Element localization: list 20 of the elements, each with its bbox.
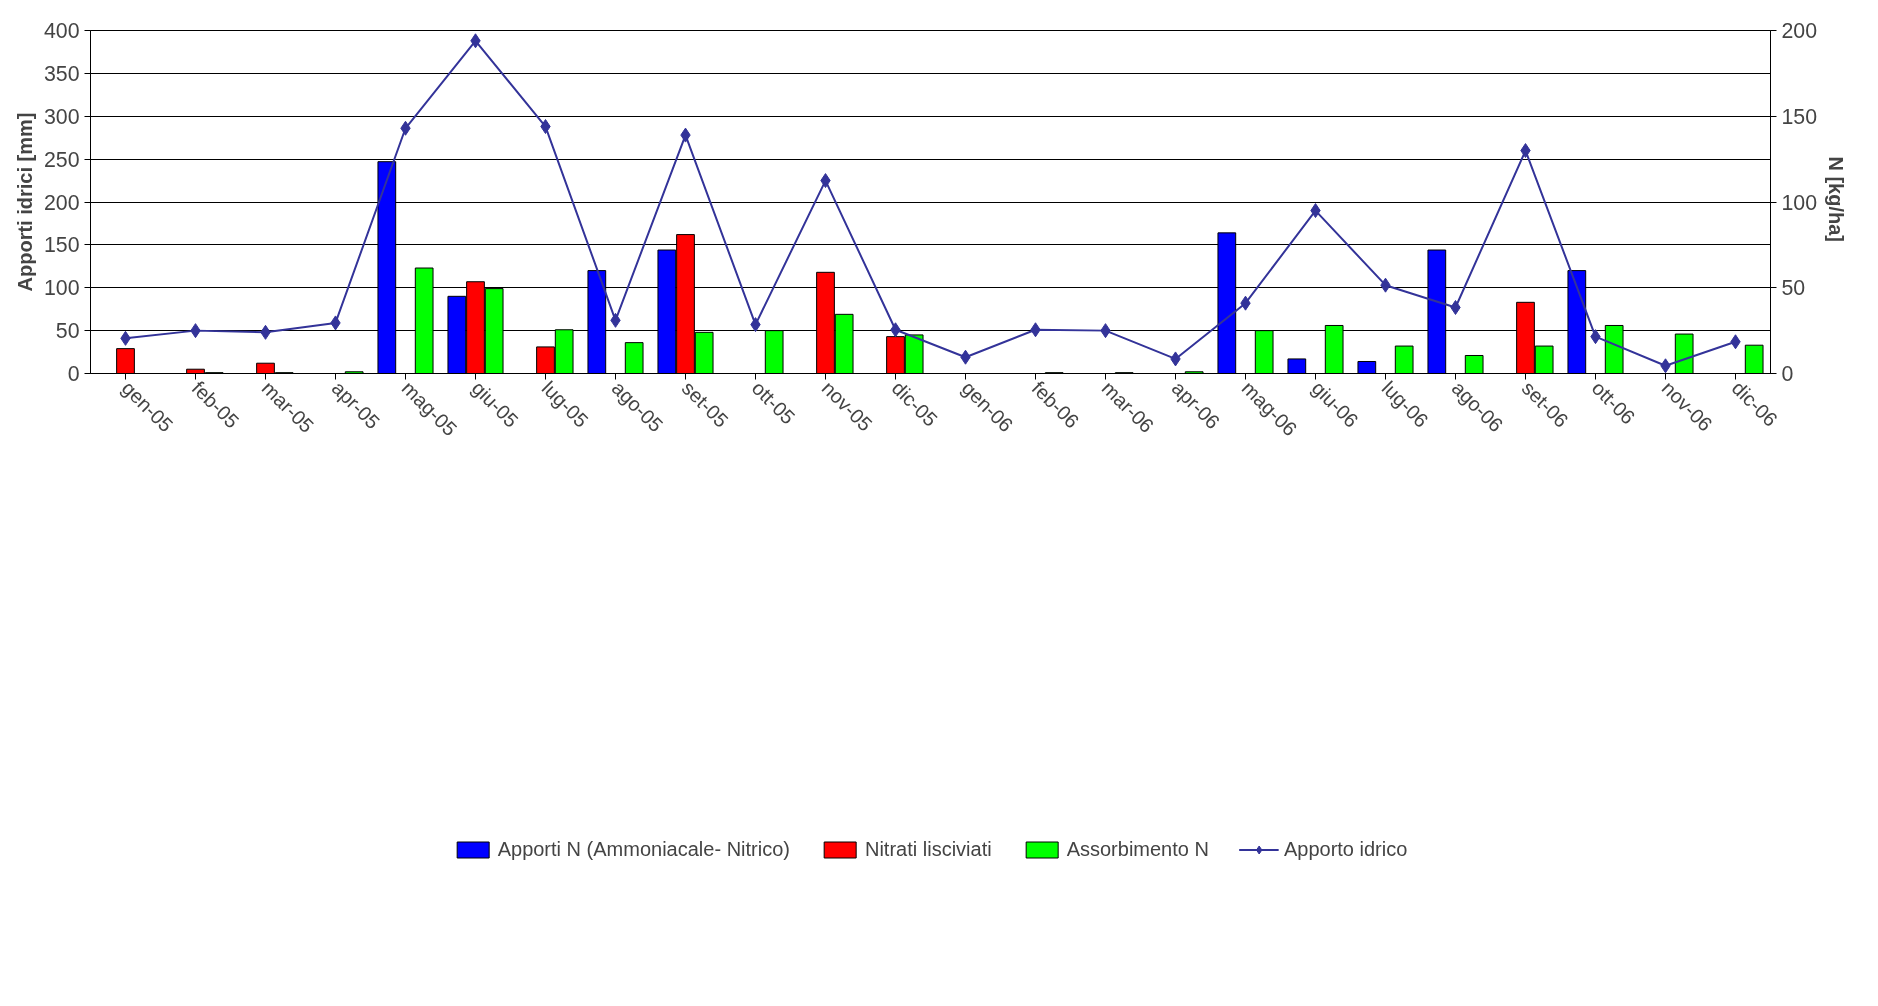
- y-tick-label: 250: [43, 147, 80, 172]
- y2-tick-label: 0: [1781, 362, 1794, 386]
- y-tick-label: 150: [43, 233, 80, 258]
- y-tick-label: 350: [43, 61, 80, 86]
- y-axis-title: Apporti idrici [mm]: [13, 112, 36, 292]
- legend-label: Nitrati lisciviati: [864, 837, 992, 861]
- y-tick-label: 100: [43, 276, 80, 301]
- legend-label: Assorbimento N: [1066, 837, 1209, 861]
- y2-tick-label: 100: [1781, 190, 1818, 215]
- y2-tick-label: 150: [1781, 104, 1818, 129]
- legend-label: Apporto idrico: [1283, 837, 1408, 861]
- y2-tick-label: 200: [1781, 19, 1818, 43]
- y-tick-label: 400: [43, 19, 80, 43]
- y2-axis-title: N [kg/ha]: [1825, 156, 1848, 243]
- y-tick-label: 200: [43, 190, 80, 215]
- y-tick-label: 50: [55, 319, 80, 344]
- y2-tick-label: 50: [1781, 276, 1806, 301]
- legend-label: Apporti N (Ammoniacale- Nitrico): [497, 837, 790, 861]
- y-tick-label: 0: [67, 362, 80, 386]
- y-tick-label: 300: [43, 104, 80, 129]
